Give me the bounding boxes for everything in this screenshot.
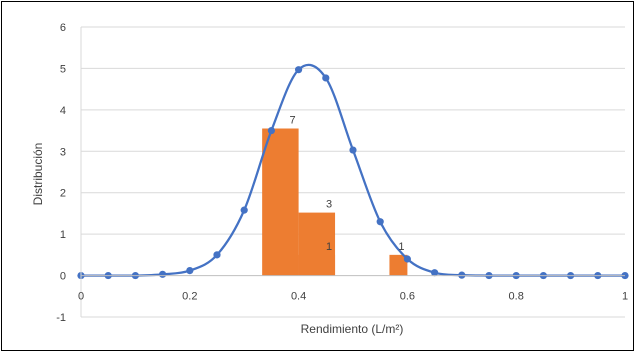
bar-data-label: 7 xyxy=(290,115,296,127)
line-series xyxy=(77,65,628,279)
bar xyxy=(299,255,335,276)
x-tick-label: 0.4 xyxy=(291,291,306,303)
y-tick-label: 2 xyxy=(60,188,66,200)
y-tick-label: 0 xyxy=(60,271,66,283)
series-marker xyxy=(349,146,356,153)
bar-data-label: 1 xyxy=(398,241,404,253)
y-tick-label: 6 xyxy=(60,22,66,34)
x-tick-label: 0.6 xyxy=(400,291,415,303)
y-axis-title: Distribución xyxy=(31,143,45,206)
series-marker xyxy=(268,127,275,134)
x-axis-title: Rendimiento (L/m²) xyxy=(301,322,404,336)
x-tick-label: 0.8 xyxy=(509,291,524,303)
y-tick-label: 3 xyxy=(60,146,66,158)
series-marker xyxy=(322,74,329,81)
series-marker xyxy=(186,267,193,274)
series-marker xyxy=(377,218,384,225)
series-marker xyxy=(241,207,248,214)
series-marker xyxy=(404,255,411,262)
series-line xyxy=(81,65,625,276)
y-tick-label: -1 xyxy=(56,312,66,324)
series-marker xyxy=(295,66,302,73)
series-marker xyxy=(159,271,166,278)
series-marker xyxy=(213,251,220,258)
x-tick-label: 0.2 xyxy=(182,291,197,303)
chart-svg: 6 5 4 3 2 1 0 -1 0 0.2 0.4 0.6 0.8 1 7 3 1 1 Rendimiento… xyxy=(2,2,635,352)
chart-frame: 6 5 4 3 2 1 0 -1 0 0.2 0.4 0.6 0.8 1 7 3 1 1 Rendimiento… xyxy=(1,1,634,351)
bars xyxy=(262,129,407,276)
bar xyxy=(262,129,298,276)
bar-data-label: 3 xyxy=(326,199,332,211)
bar-data-label: 1 xyxy=(326,241,332,253)
x-tick-label: 0 xyxy=(78,291,84,303)
y-tick-label: 5 xyxy=(60,63,66,75)
x-tick-label: 1 xyxy=(622,291,628,303)
y-tick-label: 1 xyxy=(60,229,66,241)
y-tick-label: 4 xyxy=(60,105,66,117)
